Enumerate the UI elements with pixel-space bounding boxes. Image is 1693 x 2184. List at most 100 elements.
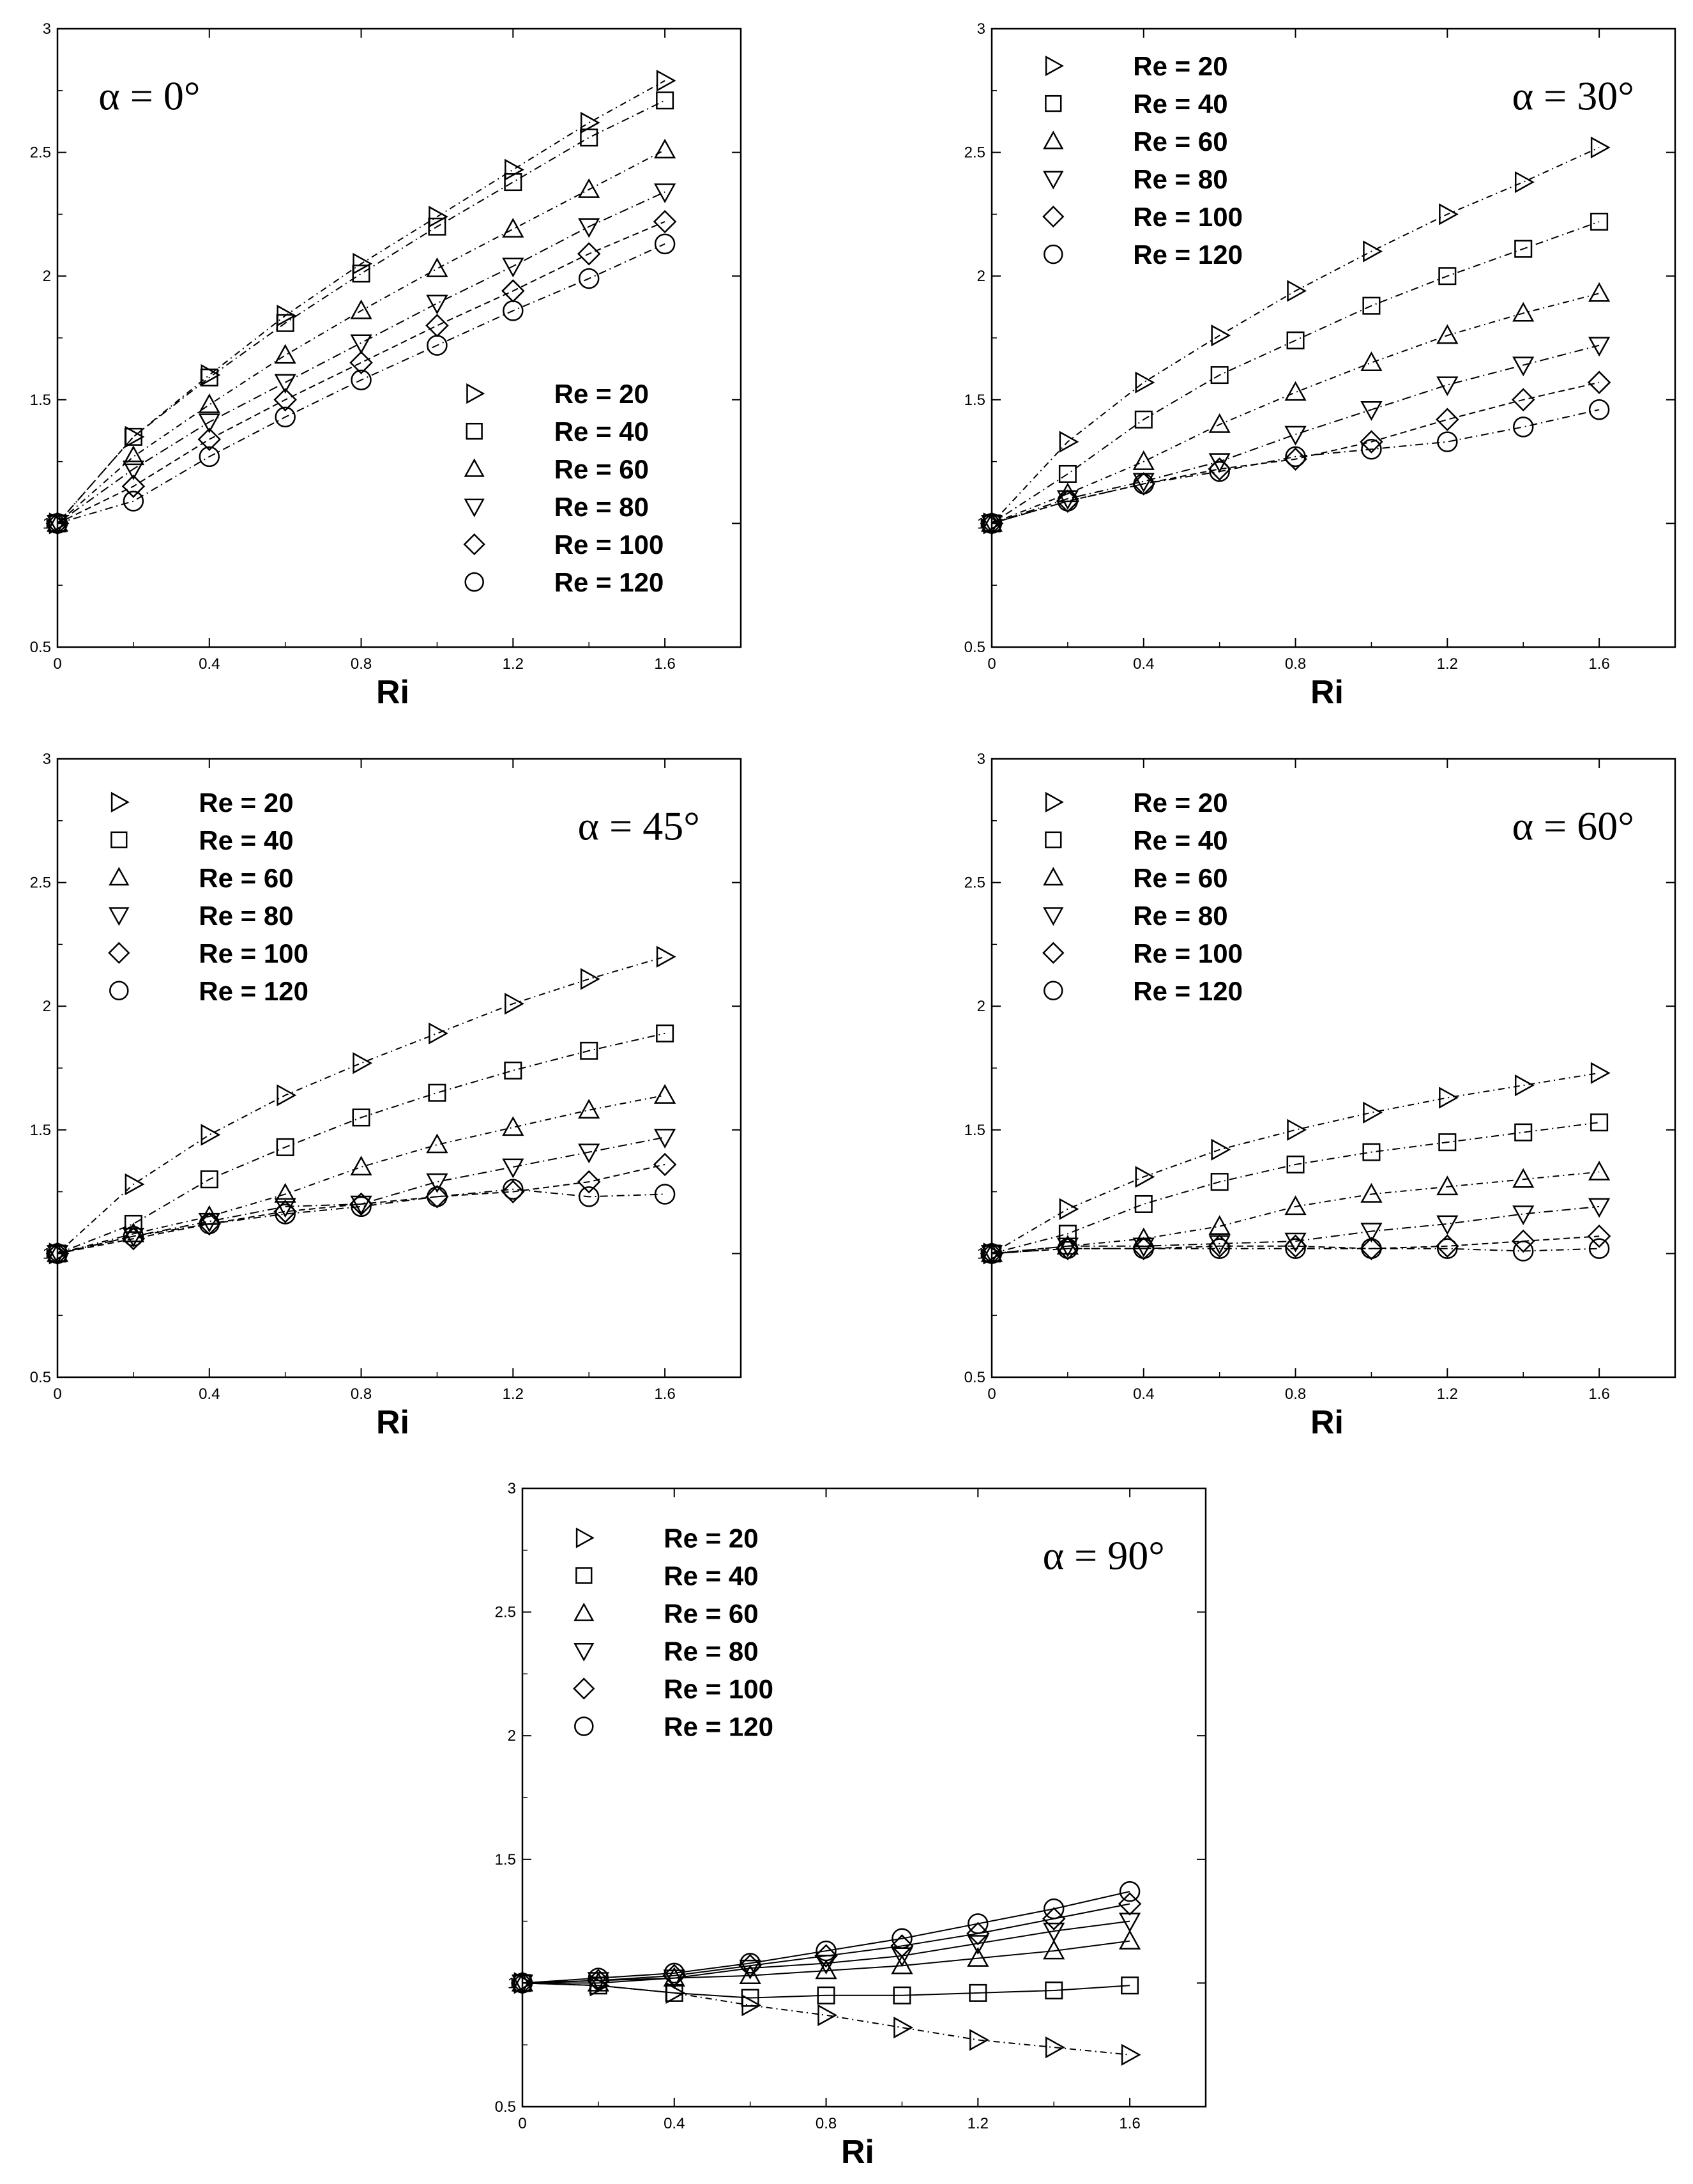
y-tick-label: 0.5 xyxy=(964,1369,985,1386)
data-point-re60 xyxy=(426,1133,448,1154)
legend-label-re120: Re = 120 xyxy=(554,567,664,597)
data-point-re100 xyxy=(1118,1892,1142,1916)
data-point-re80 xyxy=(274,374,296,394)
data-point-re100 xyxy=(45,1242,70,1265)
legend-marker-re120 xyxy=(109,981,129,1001)
series-line-re40 xyxy=(991,1122,1600,1255)
legend-label-re60: Re = 60 xyxy=(1133,126,1227,157)
data-point-re100 xyxy=(653,210,677,234)
y-tick-label: 1.5 xyxy=(495,1851,516,1868)
data-point-re120 xyxy=(1209,461,1230,482)
x-tick-label: 0.4 xyxy=(664,2115,685,2132)
data-point-re120 xyxy=(578,1186,600,1207)
y-tick-label: 2.5 xyxy=(30,144,51,162)
y-tick-label: 3 xyxy=(43,20,51,38)
legend-marker-re120 xyxy=(1044,244,1063,264)
legend-label-re80: Re = 80 xyxy=(664,1636,758,1666)
data-point-re40 xyxy=(665,1983,683,2002)
x-tick-label: 1.6 xyxy=(1119,2115,1140,2132)
data-point-re100 xyxy=(1436,408,1459,432)
angle-label: α = 0° xyxy=(98,73,200,118)
data-point-re40 xyxy=(124,1214,142,1233)
data-point-re120 xyxy=(1285,1238,1306,1259)
data-point-re20 xyxy=(1590,1062,1611,1084)
data-point-re80 xyxy=(1436,1215,1459,1235)
x-tick-label: 1.6 xyxy=(654,1386,675,1403)
data-point-re80 xyxy=(739,1959,761,1980)
data-point-re120 xyxy=(427,335,448,356)
x-tick-label: 0 xyxy=(987,1386,996,1403)
data-point-re40 xyxy=(200,368,218,386)
data-point-re40 xyxy=(656,91,674,110)
data-point-re80 xyxy=(274,1198,296,1218)
data-point-re60 xyxy=(1512,1168,1535,1188)
data-point-re100 xyxy=(980,512,1004,535)
data-point-re60 xyxy=(1056,1235,1079,1255)
series-line-re60 xyxy=(522,1940,1130,1984)
plot-frame xyxy=(991,758,1676,1378)
legend-marker-re60 xyxy=(109,867,130,886)
data-point-re40 xyxy=(1514,240,1533,258)
x-tick-label: 1.6 xyxy=(654,655,675,673)
data-point-re120 xyxy=(1437,431,1458,452)
data-point-re60 xyxy=(815,1959,837,1980)
legend-marker-re20 xyxy=(466,383,485,404)
data-point-re20 xyxy=(125,1173,145,1196)
data-point-re120 xyxy=(981,1243,1003,1264)
legend-label-re40: Re = 40 xyxy=(199,825,293,855)
legend-label-re40: Re = 40 xyxy=(1133,89,1227,119)
y-tick-label: 2 xyxy=(977,268,985,285)
plot-frame xyxy=(56,758,742,1378)
data-point-re40 xyxy=(1210,1173,1229,1191)
y-tick-label: 1.5 xyxy=(964,392,985,409)
legend-marker-re120 xyxy=(574,1716,594,1736)
data-point-re100 xyxy=(425,314,449,337)
data-point-re20 xyxy=(1439,203,1459,225)
legend-label-re120: Re = 120 xyxy=(1133,976,1243,1006)
legend-label-re100: Re = 100 xyxy=(664,1674,773,1704)
legend: Re = 20 Re = 40 Re = 60 Re = 80 Re = 100 Re =… xyxy=(1042,51,1243,270)
data-point-re120 xyxy=(503,1179,524,1200)
x-tick-label: 1.6 xyxy=(1588,655,1609,673)
data-point-re40 xyxy=(504,1061,522,1080)
data-point-re80 xyxy=(663,1969,685,1990)
y-tick-label: 1.5 xyxy=(30,392,51,409)
data-point-re20 xyxy=(1135,1166,1155,1188)
legend-label-re60: Re = 60 xyxy=(199,863,293,893)
data-point-re100 xyxy=(1132,472,1156,496)
legend-label-re80: Re = 80 xyxy=(199,901,293,931)
data-point-re40 xyxy=(969,1983,987,2002)
data-point-re40 xyxy=(352,1108,370,1127)
data-point-re80 xyxy=(1284,1232,1307,1253)
data-point-re120 xyxy=(47,1243,68,1264)
data-point-re80 xyxy=(653,183,676,204)
data-point-re120 xyxy=(1588,1238,1610,1259)
x-tick-label: 0.4 xyxy=(1133,655,1154,673)
data-point-re20 xyxy=(1211,1138,1231,1161)
data-point-re100 xyxy=(1511,1229,1535,1253)
legend: Re = 20 Re = 40 Re = 60 Re = 80 Re = 100 Re =… xyxy=(573,1523,773,1741)
data-point-re40 xyxy=(817,1986,835,2005)
data-point-re80 xyxy=(1512,1205,1535,1226)
data-point-re20 xyxy=(580,968,600,990)
data-point-re20 xyxy=(817,2004,838,2026)
data-point-re60 xyxy=(653,1084,676,1104)
data-point-re20 xyxy=(277,1084,297,1106)
data-point-re80 xyxy=(511,1974,534,1994)
data-point-re60 xyxy=(1588,1161,1611,1180)
data-point-re120 xyxy=(1361,1238,1382,1259)
data-point-re60 xyxy=(1360,1182,1383,1203)
data-point-re60 xyxy=(1512,302,1535,322)
series-line-re60 xyxy=(991,293,1600,524)
series-line-re80 xyxy=(522,1920,1130,1984)
data-point-re100 xyxy=(653,1152,677,1177)
legend-marker-re80 xyxy=(464,498,485,517)
data-point-re120 xyxy=(1361,438,1382,460)
series-line-re40 xyxy=(57,1032,665,1255)
data-point-re60 xyxy=(274,344,296,364)
data-point-re20 xyxy=(1045,2036,1065,2059)
data-point-re120 xyxy=(654,1184,676,1205)
data-point-re120 xyxy=(427,1186,448,1207)
